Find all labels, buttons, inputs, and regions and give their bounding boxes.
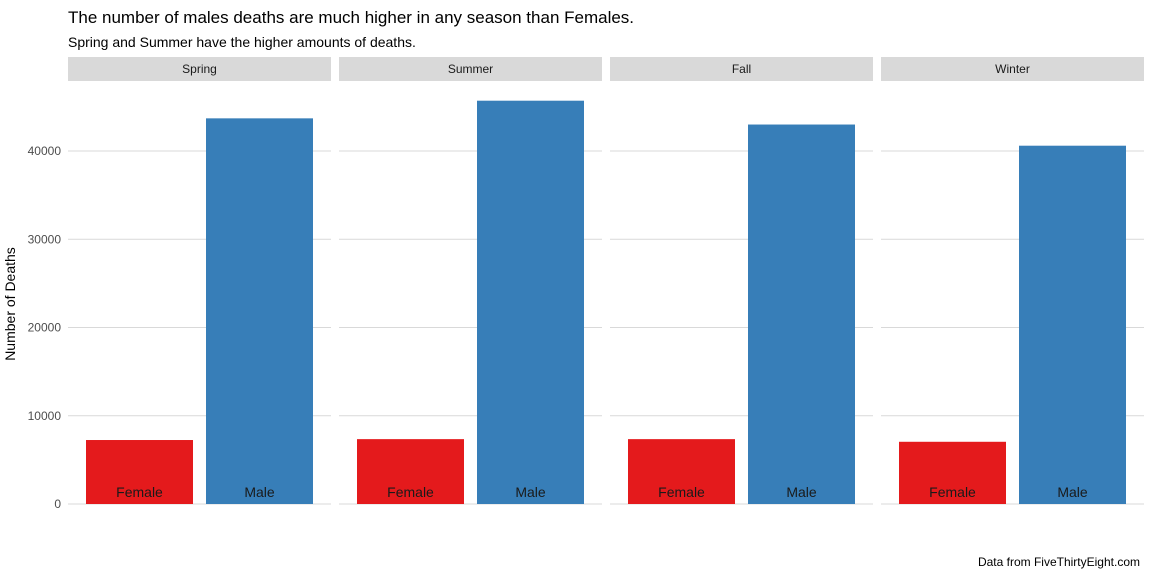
bar-label: Male: [786, 484, 817, 500]
y-tick-label: 40000: [28, 144, 62, 158]
bar-label: Female: [929, 484, 976, 500]
bar-female: [628, 439, 735, 504]
y-tick-label: 10000: [28, 409, 62, 423]
facet-strip: [610, 57, 873, 81]
y-tick-label: 20000: [28, 321, 62, 335]
bar-female: [86, 440, 193, 504]
y-tick-label: 0: [54, 497, 61, 511]
y-tick-label: 30000: [28, 232, 62, 246]
chart-caption: Data from FiveThirtyEight.com: [977, 555, 1140, 569]
facet-strip-label: Winter: [995, 62, 1030, 76]
facet-strip-label: Fall: [732, 62, 751, 76]
bar-male: [1019, 145, 1126, 504]
bar-male: [748, 124, 855, 505]
bar-label: Female: [116, 484, 163, 500]
facet-strip-label: Summer: [448, 62, 493, 76]
facet-strip: [68, 57, 331, 81]
chart-title: The number of males deaths are much high…: [68, 8, 635, 27]
bar-label: Male: [1057, 484, 1088, 500]
bar-male: [477, 100, 584, 504]
bar-label: Female: [658, 484, 705, 500]
chart-subtitle: Spring and Summer have the higher amount…: [68, 34, 416, 50]
bar-label: Male: [515, 484, 546, 500]
bar-label: Male: [244, 484, 275, 500]
facet-strip: [881, 57, 1144, 81]
facet-strip: [339, 57, 602, 81]
bar-label: Female: [387, 484, 434, 500]
bar-female: [357, 439, 464, 504]
bar-female: [899, 441, 1006, 504]
bar-male: [206, 118, 313, 504]
facet-strip-label: Spring: [182, 62, 217, 76]
